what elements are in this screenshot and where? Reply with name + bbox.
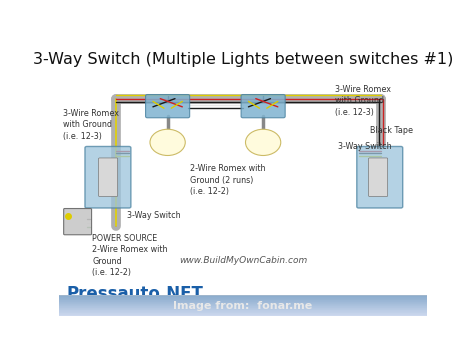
Text: 3-Way Switch: 3-Way Switch xyxy=(127,211,181,220)
Text: POWER SOURCE
2-Wire Romex with
Ground
(i.e. 12-2): POWER SOURCE 2-Wire Romex with Ground (i… xyxy=(92,234,168,277)
Bar xyxy=(59,306,427,307)
Circle shape xyxy=(150,129,185,155)
Bar xyxy=(59,298,427,299)
Bar xyxy=(59,313,427,314)
Bar xyxy=(59,315,427,316)
Bar xyxy=(59,300,427,301)
Text: 3-Way Switch (Multiple Lights between switches #1): 3-Way Switch (Multiple Lights between sw… xyxy=(33,52,453,67)
Bar xyxy=(59,307,427,308)
Text: 3-Wire Romex
with Ground
(i.e. 12-3): 3-Wire Romex with Ground (i.e. 12-3) xyxy=(335,85,391,117)
Bar xyxy=(59,305,427,306)
Text: Pressauto.NET: Pressauto.NET xyxy=(66,284,203,302)
Bar xyxy=(59,296,427,297)
Text: 3-Wire Romex
with Ground
(i.e. 12-3): 3-Wire Romex with Ground (i.e. 12-3) xyxy=(63,109,119,141)
FancyBboxPatch shape xyxy=(146,94,190,118)
Text: Image from:  fonar.me: Image from: fonar.me xyxy=(173,301,312,311)
Bar xyxy=(59,310,427,311)
Text: www.BuildMyOwnCabin.com: www.BuildMyOwnCabin.com xyxy=(179,256,307,265)
FancyBboxPatch shape xyxy=(99,158,118,197)
FancyBboxPatch shape xyxy=(357,147,403,208)
FancyBboxPatch shape xyxy=(241,94,285,118)
Bar xyxy=(59,309,427,310)
Bar xyxy=(59,299,427,300)
Bar xyxy=(59,295,427,296)
Circle shape xyxy=(246,129,281,155)
Bar xyxy=(59,301,427,302)
Bar xyxy=(59,308,427,309)
Bar xyxy=(59,303,427,304)
Bar xyxy=(59,312,427,313)
Text: 3-Way Switch: 3-Way Switch xyxy=(338,142,392,151)
Text: 2-Wire Romex with
Ground (2 runs)
(i.e. 12-2): 2-Wire Romex with Ground (2 runs) (i.e. … xyxy=(190,164,265,196)
Bar xyxy=(59,314,427,315)
FancyBboxPatch shape xyxy=(85,147,131,208)
FancyBboxPatch shape xyxy=(369,158,388,197)
Bar xyxy=(59,302,427,303)
FancyBboxPatch shape xyxy=(64,208,91,235)
Text: Black Tape: Black Tape xyxy=(370,126,413,135)
Bar xyxy=(59,311,427,312)
Bar xyxy=(59,297,427,298)
Bar xyxy=(59,304,427,305)
